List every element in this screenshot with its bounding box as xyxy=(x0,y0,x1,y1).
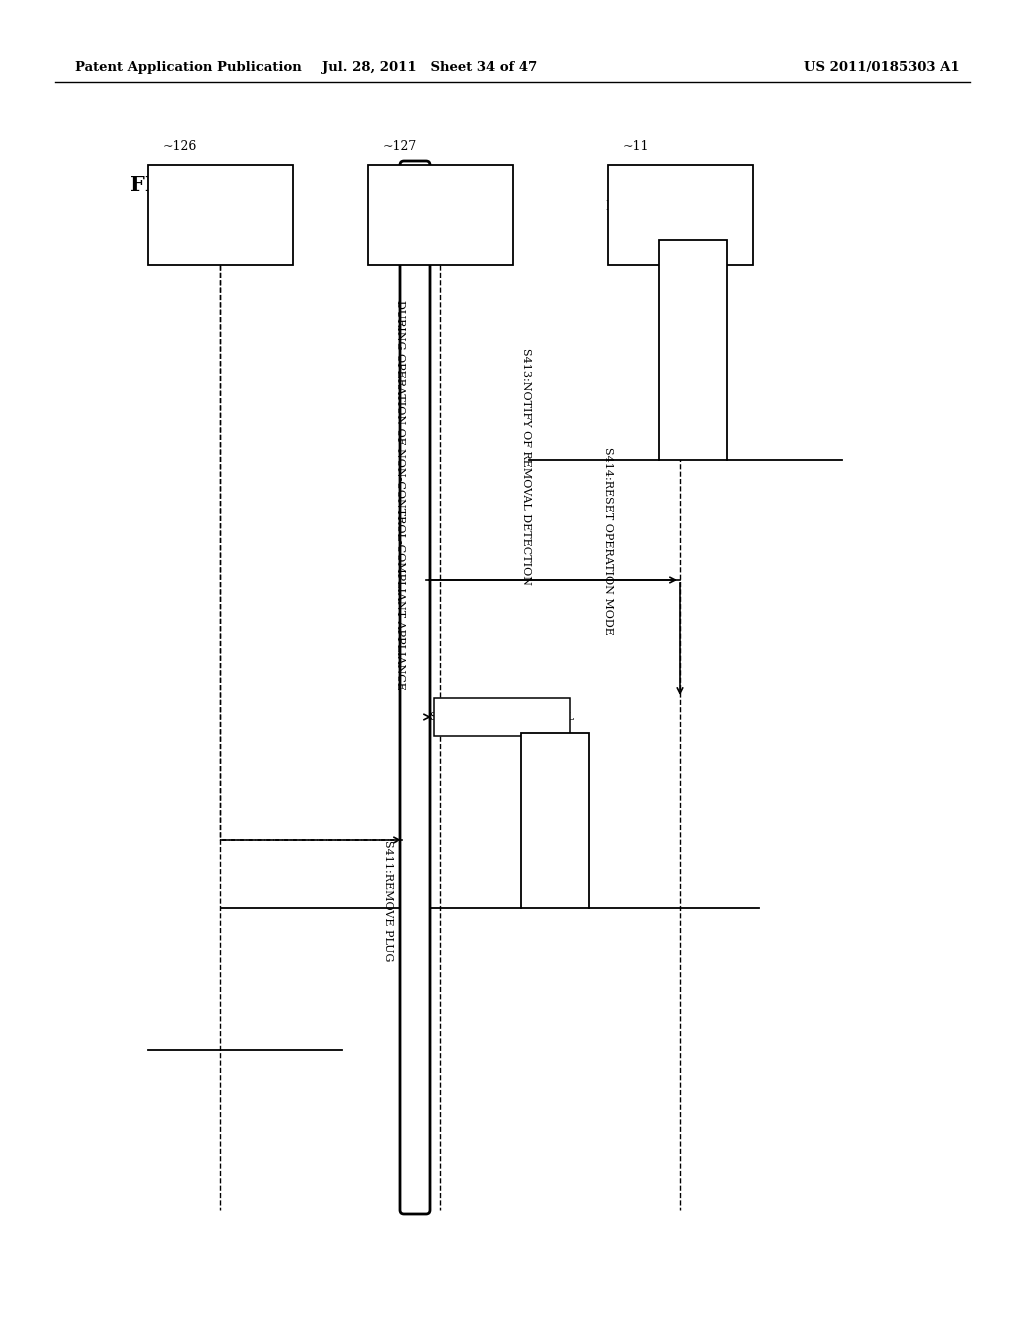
Bar xyxy=(368,165,513,265)
Text: Patent Application Publication: Patent Application Publication xyxy=(75,62,302,74)
Text: S414:RESET OPERATION MODE: S414:RESET OPERATION MODE xyxy=(603,447,613,635)
Text: NON-CONTROL-
COMPLIANT
APPLIANCE: NON-CONTROL- COMPLIANT APPLIANCE xyxy=(169,193,270,238)
Text: OUTLET EXPANSION
APPARATUS: OUTLET EXPANSION APPARATUS xyxy=(375,201,505,230)
Bar xyxy=(608,165,753,265)
Text: ~126: ~126 xyxy=(163,140,198,153)
Text: S416:RESETTING PROCESS: S416:RESETTING PROCESS xyxy=(688,268,698,432)
Text: S411:REMOVE PLUG: S411:REMOVE PLUG xyxy=(383,840,393,961)
Text: US 2011/0185303 A1: US 2011/0185303 A1 xyxy=(805,62,961,74)
Text: FIG. 38: FIG. 38 xyxy=(130,176,215,195)
Text: POWER MANAGEMENT
APPARATUS: POWER MANAGEMENT APPARATUS xyxy=(606,201,754,230)
Bar xyxy=(521,733,589,908)
Bar xyxy=(148,165,293,265)
Text: S413:NOTIFY OF REMOVAL DETECTION: S413:NOTIFY OF REMOVAL DETECTION xyxy=(521,348,531,585)
Bar xyxy=(659,240,727,459)
Text: S415:RESETTING PROCESS: S415:RESETTING PROCESS xyxy=(550,738,560,902)
Text: S412:DETECT REMOVAL: S412:DETECT REMOVAL xyxy=(430,711,573,722)
FancyBboxPatch shape xyxy=(400,161,430,1214)
Text: Jul. 28, 2011   Sheet 34 of 47: Jul. 28, 2011 Sheet 34 of 47 xyxy=(323,62,538,74)
Text: DURING OPERATION OF NON-CONTROL-COMPLIANT APPLIANCE: DURING OPERATION OF NON-CONTROL-COMPLIAN… xyxy=(395,300,406,690)
Text: ~11: ~11 xyxy=(623,140,649,153)
Bar xyxy=(434,698,570,737)
Text: ~127: ~127 xyxy=(383,140,417,153)
